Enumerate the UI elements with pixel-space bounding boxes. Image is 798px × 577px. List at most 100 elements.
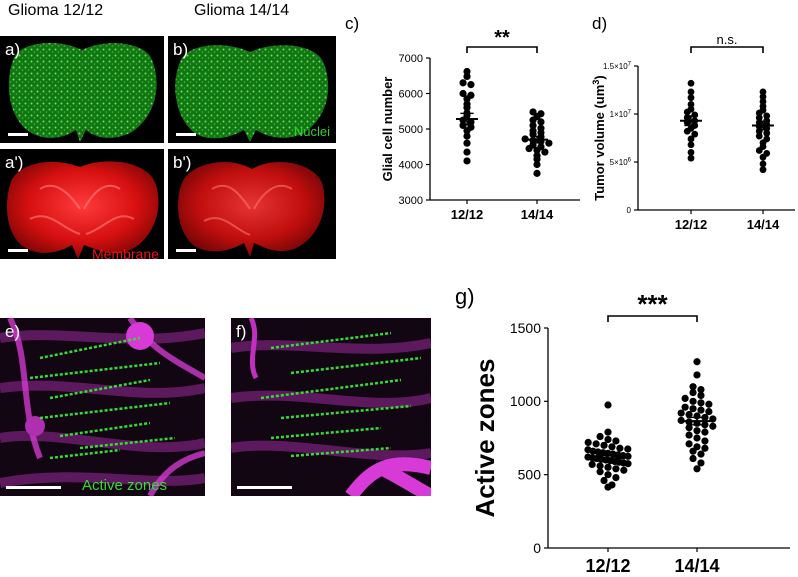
data-point [687,149,695,156]
data-point [537,118,545,126]
data-point [759,166,767,174]
x-tick-label: 12/12 [451,207,484,222]
panel-b-nuclei-image: b) Nuclei [168,36,336,143]
data-point [693,358,701,366]
panel-f-label: f) [236,322,247,341]
y-tick-label: 4000 [399,159,423,171]
panel-a-prime-membrane-image: a') [0,149,164,259]
panel-b-prime-label: b') [173,153,192,172]
data-point [701,444,709,452]
significance-label: *** [637,289,668,319]
data-point [467,91,475,99]
data-point [697,450,705,458]
data-point [685,410,693,419]
data-point [693,443,701,451]
data-point [584,438,592,446]
data-point [612,437,620,445]
x-tick-label: 12/12 [675,217,708,232]
data-point [596,468,604,476]
data-point [592,440,600,448]
panel-b-prime-membrane-image: b') [168,149,336,259]
data-point [463,67,471,76]
data-point [463,148,471,156]
nuclei-channel-label: Nuclei [293,124,330,139]
data-point [689,454,697,463]
panel-c-label: c) [345,14,360,33]
data-point [681,394,689,402]
data-point [763,149,771,157]
data-point [677,409,685,417]
data-point [600,441,608,449]
data-point [608,443,616,451]
data-point [759,93,767,101]
x-tick-label: 12/12 [585,556,630,576]
data-point [463,100,471,108]
data-point [463,72,471,81]
scale-bar [8,249,28,252]
panel-a-label: a) [5,40,21,59]
data-point [467,81,475,89]
data-point [693,427,701,435]
data-point [701,428,709,436]
data-point [529,127,537,135]
scale-bar [237,486,292,489]
y-axis-label: Glial cell number [380,77,395,182]
y-tick-label: 5000 [399,124,423,136]
data-point [687,105,695,113]
data-point [691,130,699,138]
header-glioma-14-14: Glioma 14/14 [194,2,290,19]
chart-c-group: 3000 4000 5000 6000 7000 12/12 14/14 Glial cell… [380,27,580,222]
data-point [755,132,763,140]
x-tick-label: 14/14 [521,207,554,222]
data-point [687,79,695,87]
chart-d-group: 0 5×106 1×107 1.5×107 12/12 14/14 Tumor volume… [591,32,795,232]
data-point [687,94,695,102]
data-point [459,79,467,87]
data-point [705,408,713,416]
y-tick-label: 1500 [510,320,541,336]
data-point [687,101,695,108]
data-point [709,422,717,430]
data-point [459,89,467,98]
data-point [687,154,695,162]
data-point [616,444,624,452]
data-point [687,141,695,149]
data-point [763,135,771,143]
data-point [705,400,713,408]
data-point [685,424,693,432]
header-glioma-12-12: Glioma 12/12 [8,2,104,19]
data-point [624,452,632,460]
scale-bar [6,486,61,489]
panel-a-nuclei-image: a) [0,36,164,143]
data-point [459,121,467,130]
data-point [697,386,705,394]
y-tick-label: 5×106 [610,158,632,167]
y-tick-label: 0 [533,540,541,556]
data-point [759,88,767,96]
neuromuscular-junction-graphic [0,318,205,496]
active-zones-channel-label: Active zones [82,477,168,494]
data-point [529,108,537,116]
data-point [604,435,612,444]
panel-b-label: b) [173,40,189,59]
data-point [689,388,697,397]
brain-membrane-graphic [6,161,159,259]
data-point [681,403,689,411]
data-point [608,481,616,489]
scale-bar [176,133,196,136]
brain-nuclei-graphic [175,45,329,142]
significance-label: n.s. [717,32,738,47]
data-point [759,98,767,105]
data-point [612,465,620,473]
panel-e-active-zones-image: e) [0,318,205,496]
data-point [620,466,628,474]
x-tick-label: 14/14 [674,556,719,576]
data-point [755,114,763,122]
data-point [604,401,612,409]
data-point [463,157,471,165]
data-point [693,434,701,442]
data-point [763,129,771,137]
data-point [689,383,697,391]
panel-a-prime-label: a') [5,153,24,172]
y-tick-label: 6000 [399,88,423,100]
